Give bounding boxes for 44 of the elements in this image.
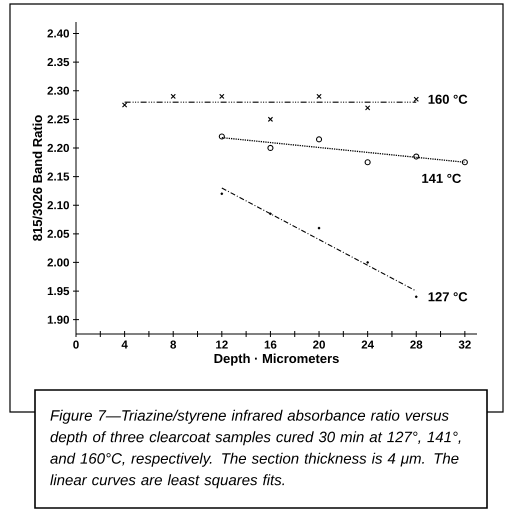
point [269, 212, 272, 216]
y-tick-label: 2.30 [47, 86, 69, 95]
point [318, 226, 320, 230]
x-axis-title: Depth · Micrometers [214, 354, 339, 366]
point [316, 94, 322, 100]
x-tick-label: 16 [264, 340, 276, 349]
text: Figure 7—Triazine/styrene infrared absorbance ratio versus depth of three clearcoat samples cured 30 min at 127°, 141°, and 160°C, respectively. The section thickness is 4 μm. The linear curves are least squares fits. [50, 410, 460, 488]
point [219, 94, 224, 100]
point [462, 159, 468, 166]
y-tick-label: 2.15 [47, 172, 70, 181]
x-tick-label: 28 [410, 340, 422, 349]
point [122, 102, 128, 108]
series-label: 141 °C [422, 174, 461, 183]
point [220, 192, 224, 196]
point [268, 116, 274, 122]
point [414, 295, 418, 298]
y-axis-title: 815/3026 Band Ratio [32, 115, 42, 241]
series-label: 160 °C [428, 94, 468, 104]
x-tick-label: 8 [170, 340, 176, 349]
point [316, 136, 322, 142]
point [364, 105, 370, 111]
y-tick-label: 2.40 [47, 29, 69, 38]
x-tick-label: 20 [313, 340, 325, 349]
x-tick-label: 24 [362, 340, 374, 349]
x-tick-label: 32 [458, 340, 471, 349]
y-tick-label: 2.10 [47, 201, 69, 210]
y-tick-label: 1.95 [48, 286, 70, 296]
y-tick-label: 2.25 [47, 115, 70, 124]
y-tick-label: 2.05 [47, 230, 70, 238]
y-tick-label: 2.20 [47, 144, 69, 152]
y-tick-label: 1.90 [48, 316, 69, 324]
y-tick-label: 2.00 [47, 258, 69, 267]
point [218, 133, 225, 140]
point [413, 153, 420, 160]
point [267, 144, 274, 151]
x-tick-label: 0 [73, 340, 79, 349]
point [366, 261, 369, 264]
y-tick-label: 2.35 [47, 58, 70, 66]
x-tick-label: 12 [216, 340, 228, 349]
series-label: 127 °C [428, 292, 468, 302]
point [364, 159, 371, 166]
point [414, 96, 419, 102]
x-tick-label: 4 [122, 340, 128, 348]
point [170, 94, 176, 100]
